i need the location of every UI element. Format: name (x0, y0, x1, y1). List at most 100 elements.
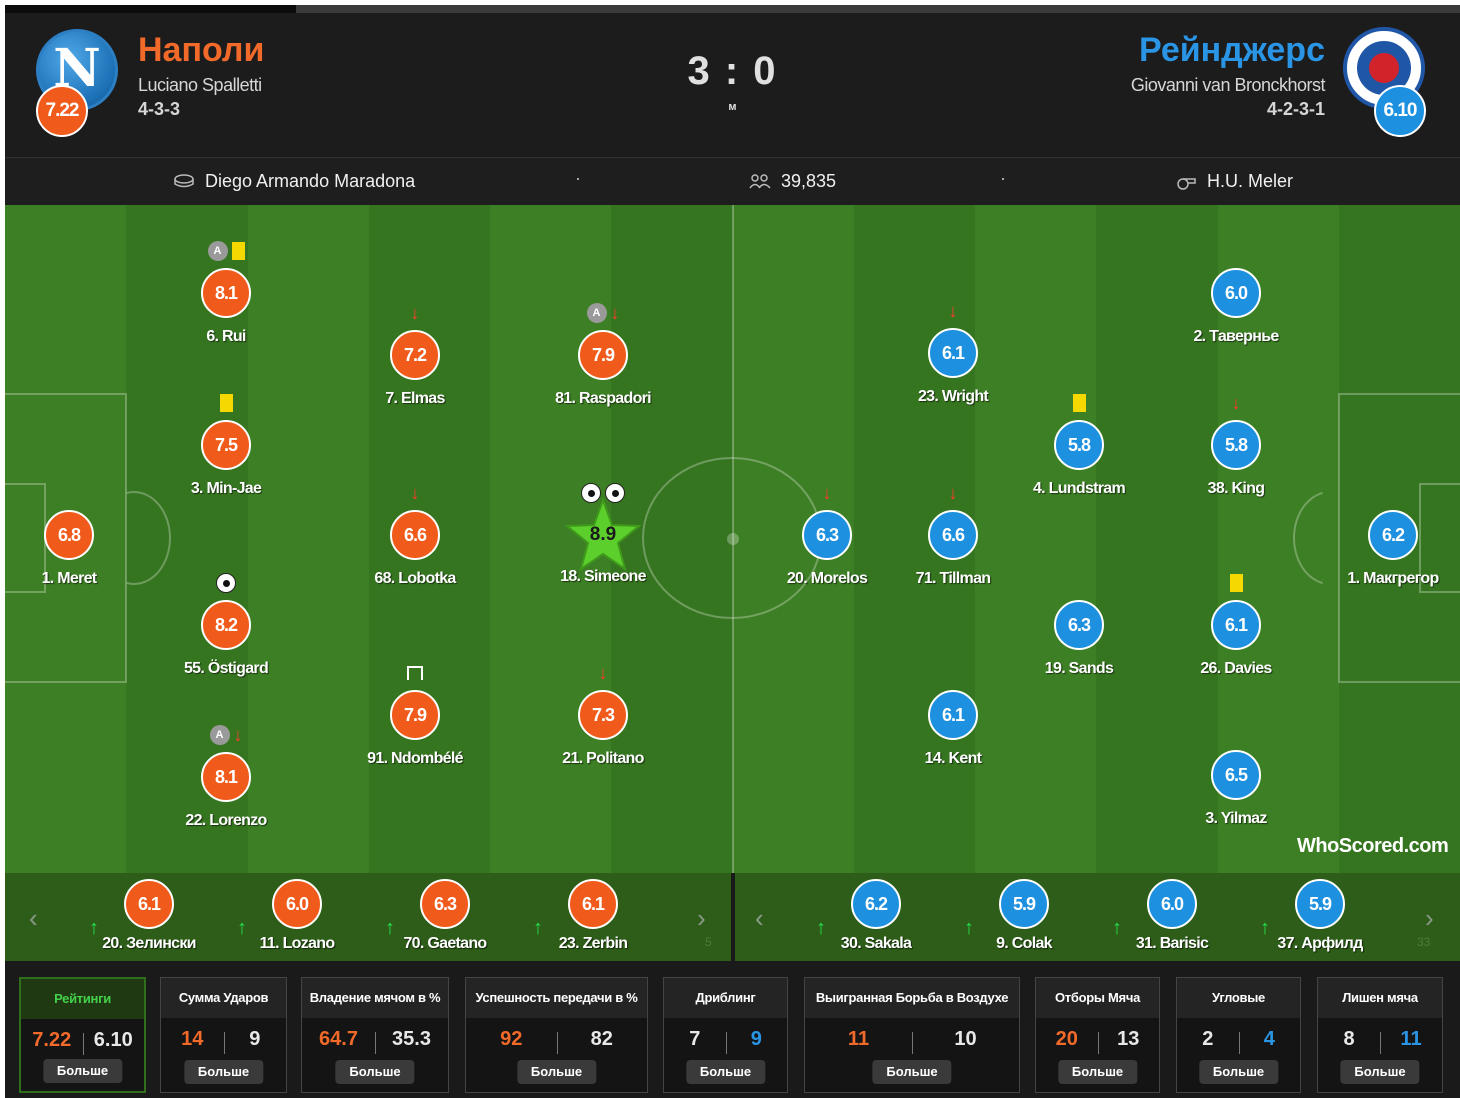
home-bench-prev-button[interactable]: ‹ (29, 903, 38, 933)
player-name: 55. Östigard (183, 660, 269, 677)
player-tillman[interactable]: ↓ 6.6 71. Tillman (878, 484, 1028, 588)
away-bench-next-button[interactable]: › (1425, 903, 1434, 933)
substitutes-bar: ‹ › 5 ‹ › 33 6.1 20. Зелински ↑ 6.0 11. Loza… (5, 873, 1460, 961)
player-name: 14. Kent (924, 750, 982, 767)
stat-tab[interactable]: Отборы Мяча 20 13 Больше (1035, 977, 1160, 1093)
more-button[interactable]: Больше (685, 1060, 766, 1084)
player-name: 70. Gaetano (403, 935, 487, 952)
stadium-info: Diego Armando Maradona (173, 171, 415, 192)
player-name: 3. Yilmaz (1205, 810, 1267, 827)
more-button[interactable]: Больше (1340, 1060, 1420, 1084)
player-simeone[interactable]: 8.9 18. Simeone (528, 483, 678, 586)
stat-tab[interactable]: Сумма Ударов 14 9 Больше (160, 977, 287, 1093)
player-lorenzo[interactable]: A ↓ 8.1 22. Lorenzo (151, 725, 301, 830)
centre-spot (727, 533, 739, 545)
stat-tab[interactable]: Угловые 2 4 Больше (1176, 977, 1301, 1093)
stat-home-value: 7.22 (32, 1029, 72, 1051)
player-rating: 8.1 (201, 752, 251, 802)
stat-tab[interactable]: Дриблинг 7 9 Больше (663, 977, 788, 1093)
bench-player-lozano[interactable]: 6.0 11. Lozano ↑ (222, 879, 372, 953)
player-elmas[interactable]: ↓ 7.2 7. Elmas (340, 304, 490, 408)
player-events: ↓ (340, 482, 490, 504)
player--stigard[interactable]: 8.2 55. Östigard (151, 573, 301, 678)
bench-player-gaetano[interactable]: 6.3 70. Gaetano ↑ (370, 879, 520, 953)
more-button[interactable]: Больше (872, 1060, 952, 1084)
more-button[interactable]: Больше (1057, 1060, 1138, 1084)
stat-tab[interactable]: Лишен мяча 8 11 Больше (1317, 977, 1443, 1093)
goal-icon (581, 483, 601, 503)
more-button[interactable]: Больше (183, 1060, 264, 1084)
player-events: ↓ (340, 302, 490, 324)
player-rating: 5.9 (1295, 879, 1345, 929)
player-rating: 8.2 (201, 600, 251, 650)
player-rating: 6.0 (1147, 879, 1197, 929)
player-name: 18. Simeone (560, 568, 646, 585)
captain-icon: A (209, 725, 230, 745)
player-king[interactable]: ↓ 5.8 38. King (1161, 394, 1311, 498)
player-davies[interactable]: 6.1 26. Davies (1161, 574, 1311, 678)
stat-values: 11 10 (805, 1028, 1019, 1058)
player-rating: 7.2 (390, 330, 440, 380)
whoscored-brand: WhoScored (1297, 835, 1404, 857)
player-name: 91. Ndombélé (367, 750, 463, 767)
stat-tab[interactable]: Выигранная Борьба в Воздухе 11 10 Больше (804, 977, 1020, 1093)
player-events (340, 662, 490, 684)
player-events (151, 572, 301, 594)
bench-player-zerbin[interactable]: 6.1 23. Zerbin ↑ (518, 879, 668, 953)
stat-divider (1238, 1032, 1240, 1054)
stat-away-value: 13 (1117, 1028, 1140, 1050)
man-of-the-match-star-icon: 8.9 (564, 498, 642, 572)
player-morelos[interactable]: ↓ 6.3 20. Morelos (752, 484, 902, 588)
player-min-jae[interactable]: 7.5 3. Min-Jae (151, 394, 301, 498)
player-raspadori[interactable]: A ↓ 7.9 81. Raspadori (528, 303, 678, 408)
subbed-off-icon: ↓ (410, 303, 420, 323)
home-team-name[interactable]: Наполи (138, 31, 265, 69)
bench-player-арфилд[interactable]: 5.9 37. Арфилд ↑ (1245, 879, 1395, 953)
subbed-off-icon: ↓ (410, 483, 420, 503)
bench-player-sakala[interactable]: 6.2 30. Sakala ↑ (801, 879, 951, 953)
player-kent[interactable]: 6.1 14. Kent (878, 690, 1028, 768)
player-name: 6. Rui (206, 328, 246, 345)
player-name: 4. Lundstram (1032, 480, 1126, 497)
bench-player-barisic[interactable]: 6.0 31. Barisic ↑ (1097, 879, 1247, 953)
more-button[interactable]: Больше (1198, 1060, 1279, 1084)
bench-player-зелински[interactable]: 6.1 20. Зелински ↑ (74, 879, 224, 953)
separator: · (1000, 168, 1006, 188)
player-politano[interactable]: ↓ 7.3 21. Politano (528, 664, 678, 768)
player-lobotka[interactable]: ↓ 6.6 68. Lobotka (340, 484, 490, 588)
player-макгрегор[interactable]: 6.2 1. Макгрегор (1318, 510, 1460, 588)
player-ndomb-l-[interactable]: 7.9 91. Ndombélé (340, 666, 490, 768)
away-team-rating: 6.10 (1374, 85, 1426, 137)
away-manager: Giovanni van Bronckhorst (1130, 75, 1326, 95)
stat-values: 64.7 35.3 (302, 1028, 448, 1058)
stat-tab[interactable]: Рейтинги 7.22 6.10 Больше (19, 977, 146, 1093)
stat-tab[interactable]: Владение мячом в % 64.7 35.3 Больше (301, 977, 449, 1093)
player-lundstram[interactable]: 5.8 4. Lundstram (1004, 394, 1154, 498)
player-sands[interactable]: 6.3 19. Sands (1004, 600, 1154, 678)
more-button[interactable]: Больше (335, 1060, 415, 1084)
away-team-name[interactable]: Рейнджерс (1138, 31, 1325, 69)
player-тавернье[interactable]: 6.0 2. Тавернье (1161, 268, 1311, 346)
player-rui[interactable]: A 8.1 6. Rui (151, 241, 301, 346)
player-name: 20. Зелински (102, 935, 196, 952)
away-bench-prev-button[interactable]: ‹ (755, 903, 764, 933)
pitch-stripe (975, 205, 1098, 873)
whoscored-suffix: .com (1403, 835, 1449, 857)
more-button[interactable]: Больше (42, 1059, 123, 1083)
yellow-card-icon (231, 242, 245, 260)
more-button[interactable]: Больше (516, 1060, 597, 1084)
player-events: ↓ (528, 662, 678, 684)
player-wright[interactable]: ↓ 6.1 23. Wright (878, 302, 1028, 406)
player-yilmaz[interactable]: 6.5 3. Yilmaz (1161, 750, 1311, 828)
subbed-on-icon: ↑ (385, 917, 395, 939)
home-bench-next-button[interactable]: › (697, 903, 706, 933)
bench-player-colak[interactable]: 5.9 9. Colak ↑ (949, 879, 1099, 953)
yellow-card-icon (1072, 394, 1086, 412)
stadium-icon (173, 173, 195, 191)
stat-home-value: 64.7 (319, 1028, 358, 1050)
player-rating: 6.3 (1054, 600, 1104, 650)
stat-tab[interactable]: Успешность передачи в % 92 82 Больше (465, 977, 648, 1093)
stat-values: 8 11 (1318, 1028, 1442, 1058)
player-meret[interactable]: 6.8 1. Meret (5, 510, 144, 588)
